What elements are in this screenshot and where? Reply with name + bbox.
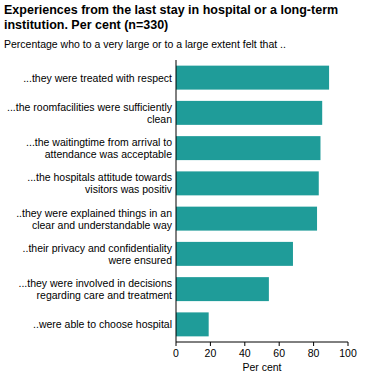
title: Experiences from the last stay in hospit… [4, 3, 338, 32]
text-line: Experiences from the last stay in hospit… [4, 3, 338, 17]
category-label: ...the waitingtime from arrival toattend… [26, 136, 172, 160]
x-axis-label: Per cent [242, 361, 281, 373]
text-line: were ensured [107, 254, 172, 266]
bar [176, 136, 320, 160]
tick-label: 20 [205, 347, 217, 359]
tick-label: 0 [173, 347, 179, 359]
category-label: ...they were treated with respect [23, 72, 172, 84]
tick-label: 60 [273, 347, 285, 359]
tick [210, 342, 211, 346]
category-label: ...the hospitals attitude towardsvisitor… [27, 171, 172, 195]
text-line: institution. Per cent (n=330) [4, 18, 168, 32]
text-line: regarding care and treatment [37, 289, 172, 301]
text-line: ...they were involved in decisions [19, 277, 173, 289]
bar [176, 242, 293, 266]
bars [176, 66, 329, 337]
text-line: clear and understandable way [32, 219, 173, 231]
tick [313, 342, 314, 346]
category-label: ...they were involved in decisionsregard… [19, 277, 173, 301]
text-line: attendance was acceptable [45, 148, 172, 160]
chart: Experiences from the last stay in hospit… [0, 0, 367, 377]
tick [176, 342, 177, 346]
bar [176, 207, 317, 231]
text-line: ...they were treated with respect [23, 72, 172, 84]
category-label: ..their privacy and confidentialitywere … [23, 242, 173, 266]
tick [279, 342, 280, 346]
category-label: ...the roomfacilities were sufficientlyc… [7, 101, 173, 125]
bar [176, 171, 319, 195]
category-label: ..they were explained things in anclear … [16, 207, 173, 231]
y-axis [176, 60, 177, 342]
tick-label: 80 [308, 347, 320, 359]
bar [176, 66, 329, 90]
text-line: ..were able to choose hospital [33, 318, 172, 330]
text-line: ...the hospitals attitude towards [27, 171, 172, 183]
tick-label: 100 [339, 347, 357, 359]
tick-label: 40 [239, 347, 251, 359]
bar [176, 101, 322, 125]
tick [348, 342, 349, 346]
x-axis [176, 342, 348, 343]
text-line: visitors was positiv [85, 183, 173, 195]
bar [176, 277, 269, 301]
text-line: Percentage who to a very large or to a l… [4, 38, 286, 50]
subtitle: Percentage who to a very large or to a l… [4, 38, 286, 50]
text-line: ..they were explained things in an [16, 207, 172, 219]
text-line: ..their privacy and confidentiality [23, 242, 173, 254]
bar [176, 312, 209, 336]
tick [244, 342, 245, 346]
category-label: ..were able to choose hospital [33, 318, 172, 330]
text-line: ...the roomfacilities were sufficiently [7, 101, 173, 113]
text-line: clean [147, 113, 172, 125]
text-line: ...the waitingtime from arrival to [26, 136, 172, 148]
